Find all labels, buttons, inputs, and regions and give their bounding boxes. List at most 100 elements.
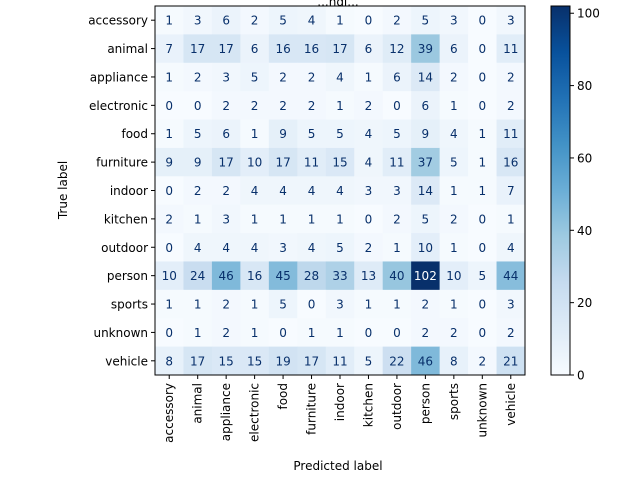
heatmap-cell — [382, 176, 412, 206]
heatmap-cell — [240, 289, 270, 319]
cell-value-label: 5 — [422, 14, 430, 28]
cell-value-label: 5 — [279, 298, 287, 312]
cell-value-labels: 1 3 6 2 5 4 1 0 2 5 3 0 37 17 17 6 16 16 17 6 12 39 6 0 111 2 3 5 2 2… — [162, 14, 519, 369]
heatmap-cell — [325, 204, 355, 234]
heatmap-cell — [183, 289, 213, 319]
heatmap-cell — [183, 34, 213, 64]
cell-value-label: 4 — [222, 241, 230, 255]
cell-value-label: 0 — [365, 212, 373, 226]
heatmap-cell — [439, 261, 469, 291]
cell-value-label: 44 — [503, 269, 518, 283]
cell-value-label: 0 — [478, 326, 486, 340]
x-tick-label: vehicle — [504, 383, 518, 426]
heatmap-cell — [211, 233, 241, 262]
heatmap-cell — [439, 6, 469, 35]
cell-value-label: 1 — [507, 212, 515, 226]
cell-value-label: 2 — [507, 70, 515, 84]
colorbar-tick-label: 80 — [577, 79, 592, 93]
heatmap-cell — [439, 346, 469, 376]
cell-value-label: 2 — [478, 354, 486, 368]
heatmap-cell — [155, 204, 184, 234]
heatmap-cell — [468, 119, 497, 149]
heatmap-cell — [155, 318, 184, 348]
y-tick-label: sports — [111, 298, 148, 312]
heatmap-cell — [411, 91, 441, 120]
heatmap-cell — [411, 261, 441, 291]
heatmap-cell — [155, 91, 184, 120]
heatmap-cell — [297, 204, 327, 234]
heatmap-cell — [268, 119, 298, 149]
cell-value-label: 15 — [247, 354, 262, 368]
heatmap-cell — [325, 289, 355, 319]
cell-value-label: 6 — [393, 70, 401, 84]
heatmap-cell — [496, 91, 526, 120]
cell-value-label: 21 — [503, 354, 518, 368]
heatmap-cell — [354, 6, 384, 35]
cell-value-label: 4 — [279, 184, 287, 198]
cell-value-label: 6 — [422, 99, 430, 113]
cell-value-label: 4 — [365, 156, 373, 170]
cell-value-label: 5 — [336, 241, 344, 255]
cell-value-label: 0 — [393, 326, 401, 340]
heatmap-cell — [268, 233, 298, 262]
heatmap-cell — [297, 346, 327, 376]
cell-value-label: 22 — [389, 354, 404, 368]
heatmap-cell — [155, 62, 184, 92]
cell-value-label: 4 — [251, 184, 259, 198]
cell-value-label: 4 — [251, 241, 259, 255]
heatmap-cell — [439, 119, 469, 149]
cell-value-label: 1 — [251, 127, 259, 141]
cell-value-label: 1 — [336, 14, 344, 28]
x-tick-label: electronic — [248, 383, 262, 442]
heatmap-cell — [439, 318, 469, 348]
cell-value-label: 3 — [336, 298, 344, 312]
heatmap-cell — [354, 176, 384, 206]
heatmap-cell — [439, 147, 469, 177]
x-tick-label: accessory — [162, 383, 176, 443]
cell-value-label: 1 — [478, 184, 486, 198]
heatmap-cell — [183, 147, 213, 177]
cell-value-label: 1 — [450, 99, 458, 113]
cell-value-label: 9 — [422, 127, 430, 141]
cell-value-label: 5 — [308, 127, 316, 141]
heatmap-cell — [240, 346, 270, 376]
cell-value-label: 6 — [365, 42, 373, 56]
cell-value-label: 1 — [450, 298, 458, 312]
heatmap-cell — [382, 346, 412, 376]
heatmap-cell — [468, 62, 497, 92]
cell-value-label: 1 — [393, 241, 401, 255]
heatmap-cell — [468, 289, 497, 319]
y-tick-label: animal — [107, 42, 148, 56]
cell-value-label: 0 — [365, 326, 373, 340]
cell-value-label: 7 — [165, 42, 173, 56]
heatmap-cell — [411, 119, 441, 149]
heatmap-cell — [496, 318, 526, 348]
cell-value-label: 0 — [478, 241, 486, 255]
heatmap-cell — [354, 261, 384, 291]
cell-value-label: 10 — [247, 156, 262, 170]
cell-value-label: 39 — [418, 42, 433, 56]
y-tick-label: vehicle — [105, 354, 148, 368]
x-axis-ticks: accessory animal appliance electronic food fu… — [162, 375, 518, 443]
heatmap-cell — [468, 233, 497, 262]
cell-value-label: 5 — [393, 127, 401, 141]
cell-value-label: 3 — [279, 241, 287, 255]
cell-value-label: 1 — [393, 298, 401, 312]
y-tick-label: kitchen — [104, 212, 148, 226]
cell-value-label: 1 — [194, 298, 202, 312]
y-axis-label: True label — [56, 161, 70, 220]
cell-value-label: 16 — [304, 42, 319, 56]
cell-value-label: 2 — [222, 184, 230, 198]
cell-value-label: 6 — [222, 127, 230, 141]
cell-value-label: 17 — [219, 156, 234, 170]
cell-value-label: 17 — [190, 354, 205, 368]
heatmap-cell — [382, 119, 412, 149]
cell-value-label: 4 — [450, 127, 458, 141]
cell-value-label: 0 — [165, 184, 173, 198]
heatmap-cell — [240, 6, 270, 35]
cell-value-label: 2 — [450, 326, 458, 340]
cell-value-label: 1 — [165, 298, 173, 312]
heatmap-cell — [268, 289, 298, 319]
heatmap-cell — [411, 346, 441, 376]
